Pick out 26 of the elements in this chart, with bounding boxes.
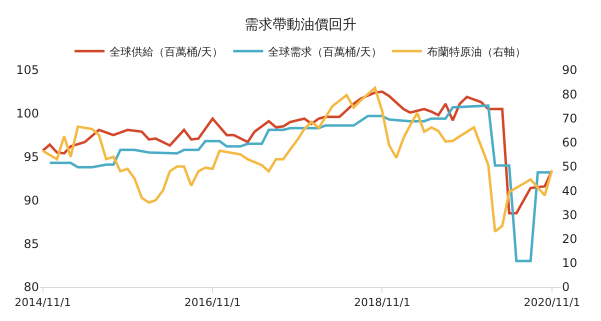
y2-tick-label: 10 — [562, 256, 578, 270]
y-tick-label: 90 — [24, 193, 39, 208]
y2-tick-label: 20 — [562, 232, 578, 246]
y2-tick-label: 90 — [562, 63, 578, 78]
chart-title: 需求帶動油價回升 — [244, 17, 356, 34]
legend-label: 布蘭特原油（右軸） — [426, 45, 526, 58]
y-tick-label: 80 — [24, 280, 39, 294]
y2-tick-label: 40 — [562, 184, 578, 198]
x-tick-label: 2016/11/1 — [184, 296, 241, 310]
y2-tick-label: 50 — [562, 160, 578, 174]
y2-tick-label: 30 — [562, 208, 578, 222]
y2-tick-label: 0 — [562, 280, 570, 294]
x-tick-label: 2014/11/1 — [14, 296, 71, 310]
x-tick-label: 2020/11/1 — [524, 296, 580, 310]
y-tick-label: 105 — [16, 63, 39, 78]
legend-label: 全球供給（百萬桶/天） — [110, 45, 224, 58]
y-tick-label: 100 — [16, 106, 39, 121]
y2-tick-label: 60 — [562, 136, 578, 150]
y-tick-label: 85 — [24, 236, 39, 251]
line-series — [48, 104, 554, 262]
y-tick-label: 95 — [24, 150, 39, 164]
y2-tick-label: 70 — [562, 111, 578, 126]
legend-label: 全球需求（百萬桶/天） — [268, 45, 382, 58]
line-series — [42, 86, 554, 233]
x-tick-label: 2018/11/1 — [354, 296, 410, 310]
y2-tick-label: 80 — [562, 87, 578, 102]
